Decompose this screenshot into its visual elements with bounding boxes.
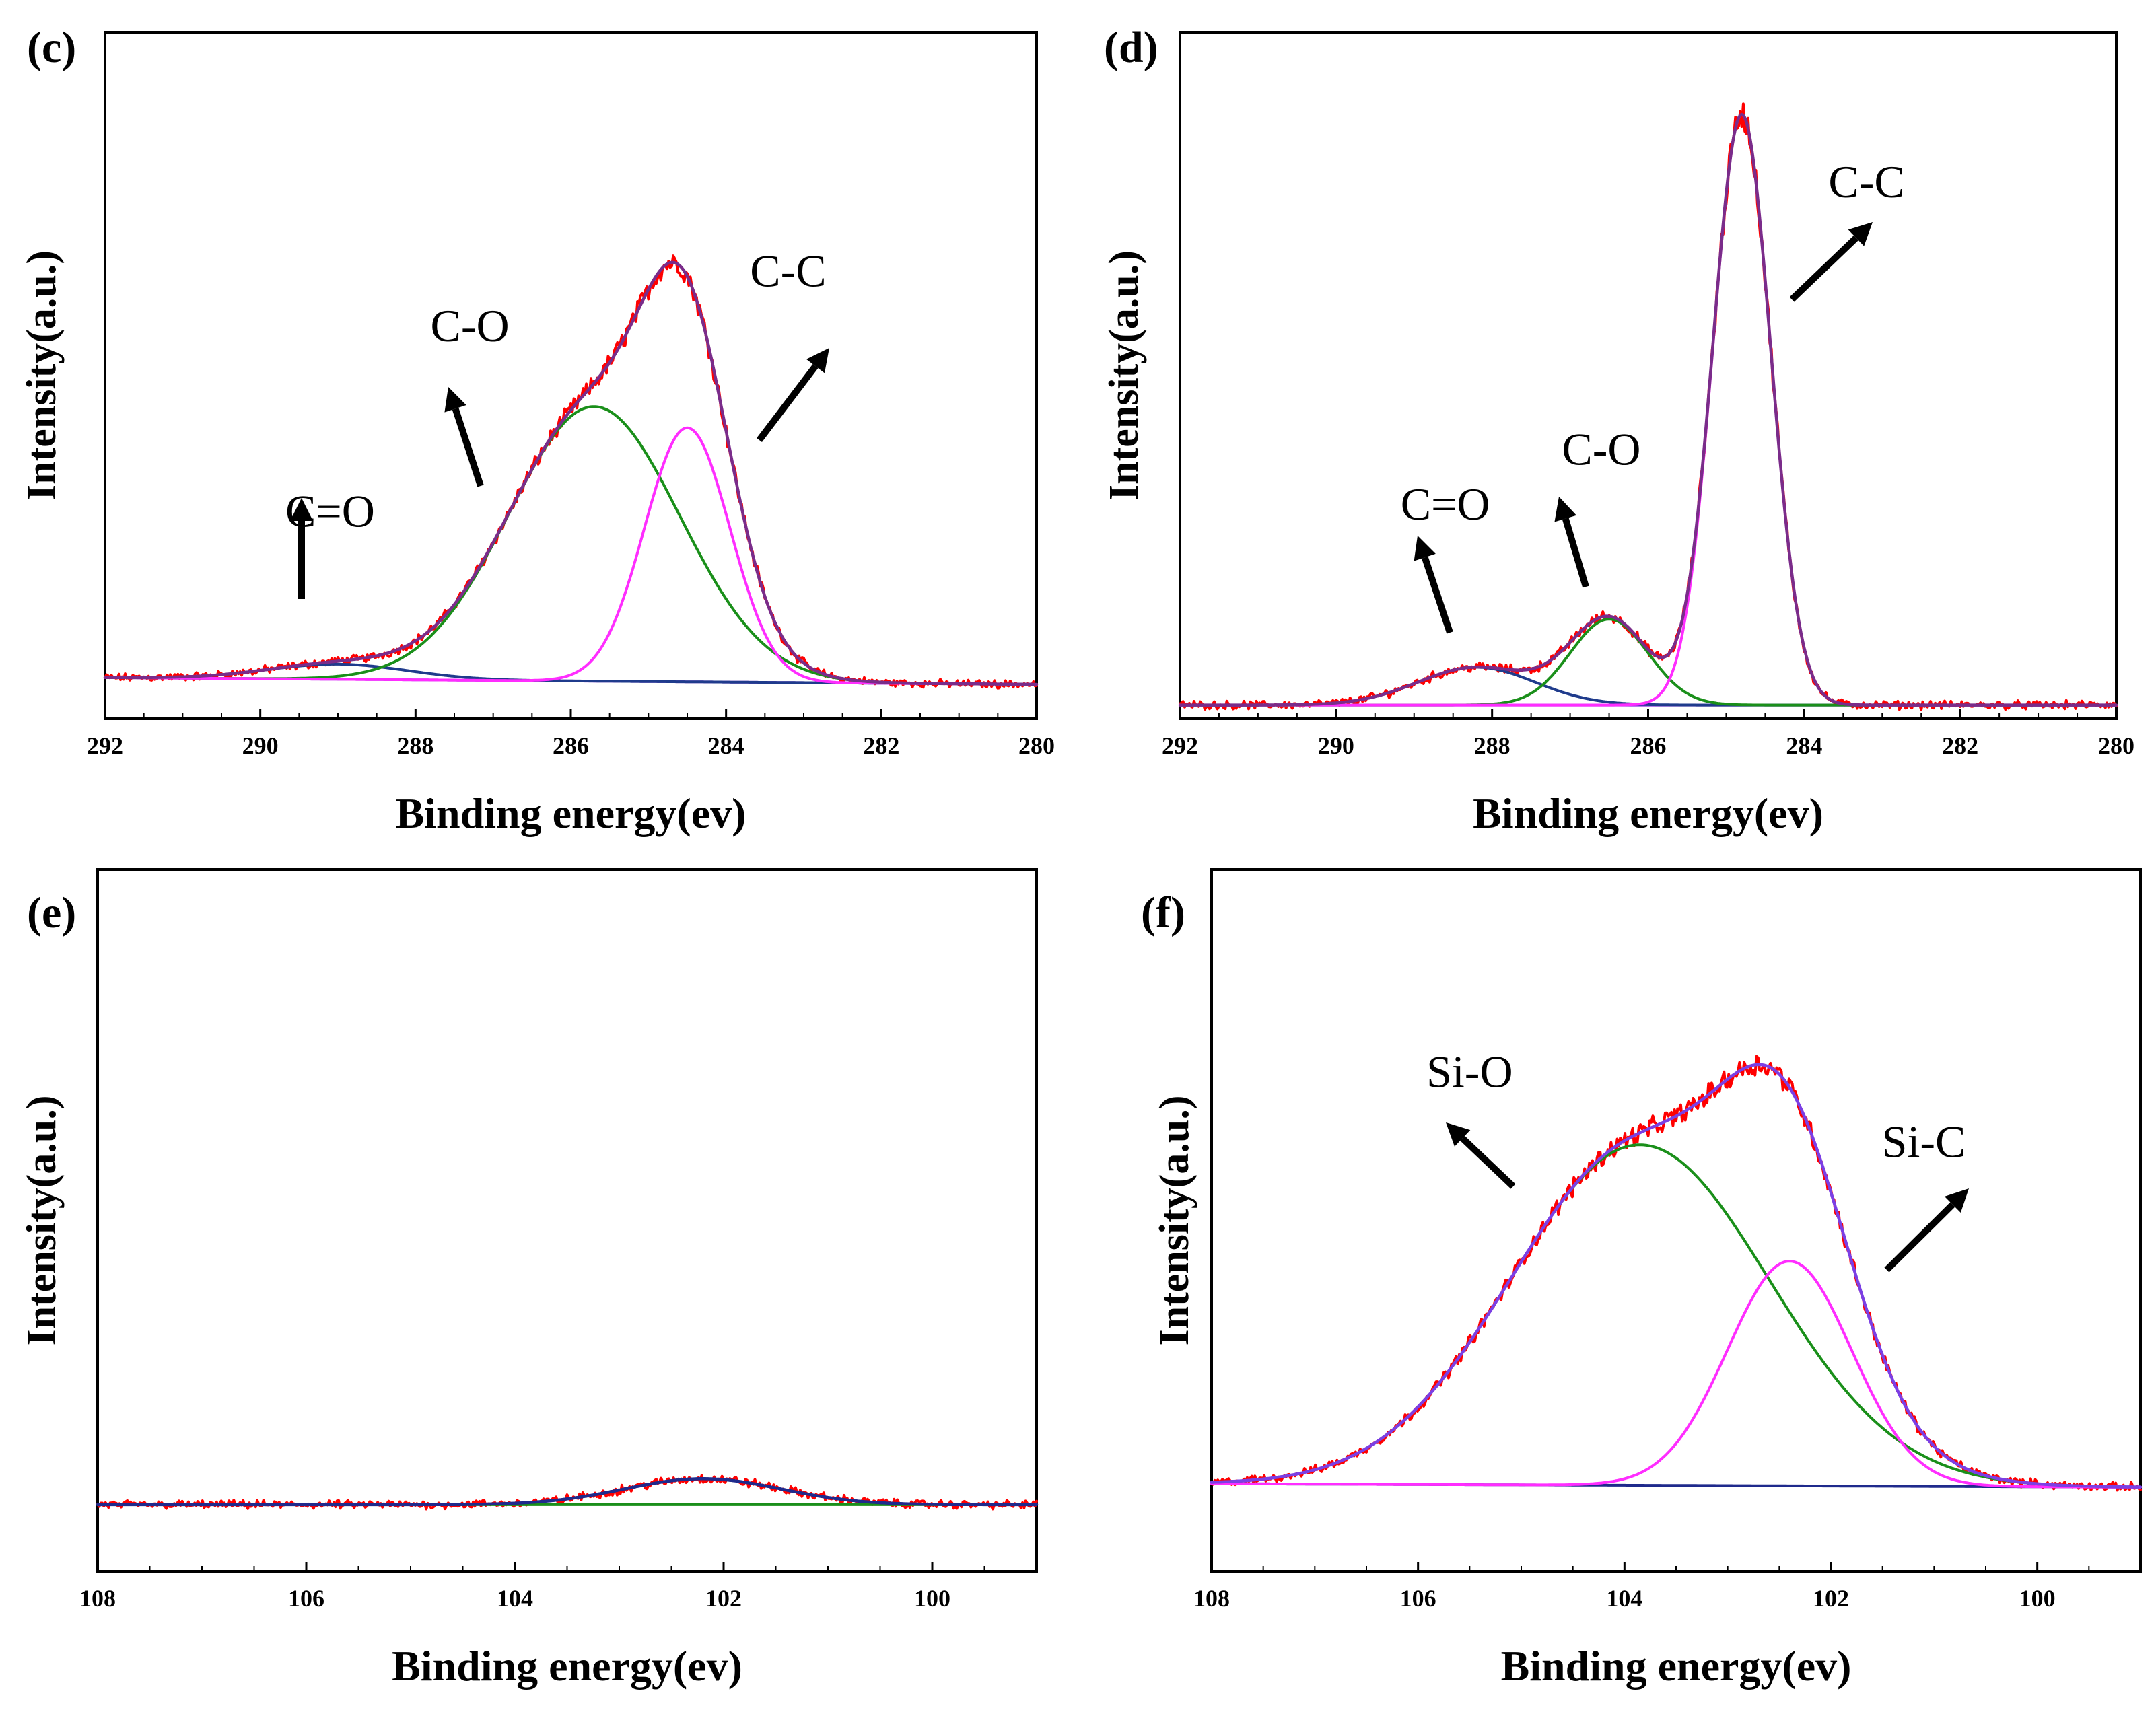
panel-label: (e) — [27, 888, 76, 937]
peak-label: C-O — [431, 300, 510, 351]
x-axis-label: Binding energy(ev) — [1473, 789, 1823, 837]
panel-label: (c) — [27, 23, 76, 72]
y-axis-label: Intensity(a.u.) — [1101, 250, 1147, 501]
series-raw-spectrum — [1179, 102, 2118, 711]
x-axis: 108 106 104 102 100 — [1193, 1562, 2141, 1612]
series-fit-envelope — [96, 1477, 1039, 1507]
x-axis-label: Binding energy(ev) — [1501, 1642, 1852, 1690]
x-tick-label: 104 — [1606, 1585, 1642, 1612]
annotation-arrowhead — [444, 387, 466, 413]
series-raw-spectrum — [1210, 1055, 2142, 1492]
series-component-c-o — [104, 405, 1038, 686]
peak-label: C=O — [285, 485, 375, 536]
series-fit-envelope — [103, 260, 1039, 686]
panel-d: 292 290 288 286 284 282 280 C=O C-O C-C (d) Binding… — [1101, 23, 2134, 837]
series-component-si-o — [1210, 1143, 2142, 1489]
x-tick-label: 284 — [1786, 732, 1822, 759]
y-axis-label: Intensity(a.u.) — [19, 1095, 65, 1345]
x-tick-label: 282 — [863, 732, 899, 759]
peak-label: C-C — [750, 245, 826, 296]
x-tick-label: 292 — [1162, 732, 1198, 759]
annotation-arrowhead — [1944, 1188, 1969, 1213]
series-component-c-o — [1179, 666, 2118, 707]
x-tick-label: 280 — [2098, 732, 2134, 759]
x-axis: 292 290 288 286 284 282 280 — [87, 709, 1055, 759]
panel-c: 292 290 288 286 284 282 280 C=O C-O C-C (c) Binding… — [19, 23, 1055, 837]
peak-label: Si-C — [1882, 1116, 1966, 1168]
x-tick-label: 284 — [708, 732, 744, 759]
series-fit-envelope — [1178, 112, 2118, 707]
x-axis-label: Binding energy(ev) — [392, 1642, 742, 1690]
annotation-arrowhead — [806, 348, 829, 373]
plot-frame — [104, 31, 1038, 720]
x-axis-label: Binding energy(ev) — [396, 789, 746, 837]
series-raw-spectrum — [104, 254, 1038, 690]
x-tick-label: 290 — [1318, 732, 1354, 759]
annotation-arrow — [1789, 235, 1858, 302]
x-tick-label: 288 — [1474, 732, 1510, 759]
x-tick-label: 106 — [288, 1585, 324, 1612]
panel-f: 108 106 104 102 100 Si-O Si-C (f) Binding energy… — [1141, 868, 2143, 1690]
x-tick-label: 102 — [1813, 1585, 1849, 1612]
x-tick-label: 290 — [242, 732, 279, 759]
peak-label: C=O — [1401, 478, 1490, 530]
plot-frame — [96, 868, 1038, 1573]
y-axis-label: Intensity(a.u.) — [1152, 1095, 1197, 1345]
x-axis: 108 106 104 102 100 — [79, 1562, 1037, 1612]
x-tick-label: 282 — [1942, 732, 1978, 759]
x-tick-label: 288 — [397, 732, 433, 759]
series-component-c-c — [104, 426, 1038, 686]
series-component-c-c — [1179, 113, 2118, 707]
annotation-arrow — [1422, 556, 1453, 634]
annotation-arrow — [1562, 518, 1589, 588]
panel-label: (d) — [1104, 23, 1158, 72]
x-axis: 292 290 288 286 284 282 280 — [1162, 709, 2134, 759]
annotation-arrow — [452, 407, 484, 487]
peak-label: C-C — [1828, 156, 1904, 207]
x-tick-label: 280 — [1018, 732, 1055, 759]
panel-label: (f) — [1141, 888, 1185, 937]
x-tick-label: 286 — [1630, 732, 1667, 759]
x-tick-label: 108 — [79, 1585, 116, 1612]
annotation-arrow — [1460, 1135, 1516, 1189]
series-component-c-o — [1179, 618, 2118, 707]
x-tick-label: 100 — [914, 1585, 950, 1612]
peak-label: C-O — [1562, 424, 1640, 475]
x-tick-label: 106 — [1400, 1585, 1436, 1612]
annotation-arrow — [757, 364, 819, 443]
annotation-arrowhead — [1554, 497, 1577, 522]
peak-label: Si-O — [1426, 1046, 1512, 1097]
annotation-arrowhead — [1848, 222, 1873, 246]
annotation-arrow — [1884, 1202, 1955, 1273]
plot-frame — [1210, 868, 2142, 1573]
series-fit-envelope — [1210, 1063, 2143, 1489]
series-component-si-c — [1210, 1260, 2142, 1489]
x-tick-label: 100 — [2019, 1585, 2056, 1612]
annotation-arrowhead — [1414, 536, 1436, 561]
x-tick-label: 104 — [497, 1585, 533, 1612]
x-tick-label: 286 — [553, 732, 589, 759]
plot-frame — [1179, 31, 2118, 720]
annotation-arrowhead — [1446, 1122, 1471, 1147]
x-tick-label: 102 — [705, 1585, 742, 1612]
x-tick-label: 108 — [1193, 1585, 1230, 1612]
y-axis-label: Intensity(a.u.) — [19, 250, 65, 501]
x-tick-label: 292 — [87, 732, 123, 759]
annotation-arrowhead — [290, 498, 313, 521]
panel-e: 108 106 104 102 100 (e) Binding energy(ev) Inte… — [19, 868, 1039, 1690]
